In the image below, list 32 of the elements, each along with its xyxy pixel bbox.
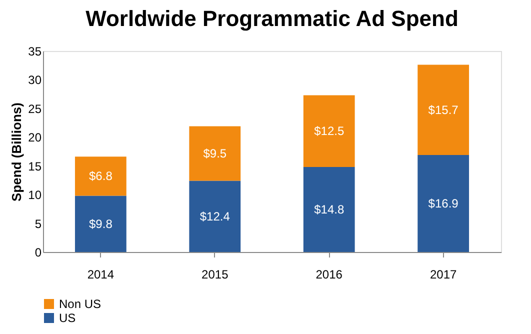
- bar: [418, 64, 470, 155]
- data-label: $9.8: [89, 216, 113, 231]
- data-label: $14.8: [314, 202, 344, 217]
- y-tick-label: 25: [28, 102, 42, 116]
- bar: [74, 196, 126, 252]
- data-label: $12.5: [314, 124, 344, 138]
- y-tick-label: 15: [28, 159, 42, 174]
- y-tick-label: 5: [34, 216, 42, 231]
- y-tick-label: 20: [28, 130, 42, 145]
- data-label: $12.4: [200, 209, 230, 224]
- y-axis-title: Spend (Billions): [9, 102, 24, 202]
- data-label: $9.5: [203, 146, 227, 161]
- y-tick-label: 30: [28, 73, 42, 88]
- legend-label: Non US: [59, 297, 102, 311]
- x-tick-label: 2017: [430, 268, 457, 282]
- bar: [303, 167, 355, 252]
- bar: [189, 180, 241, 252]
- y-tick-label: 0: [34, 246, 42, 260]
- data-label: $15.7: [428, 102, 459, 117]
- bar: [303, 95, 355, 168]
- bar: [74, 156, 126, 196]
- bar: [189, 126, 241, 181]
- y-tick-label: 35: [28, 44, 42, 58]
- x-tick-label: 2015: [202, 268, 229, 282]
- data-label: $6.8: [89, 169, 113, 184]
- data-label: $16.9: [428, 196, 459, 210]
- bar: [418, 154, 470, 252]
- x-tick-label: 2014: [87, 268, 114, 282]
- chart-title: Worldwide Programmatic Ad Spend: [86, 6, 458, 31]
- y-tick-label: 10: [28, 188, 42, 202]
- legend-label: US: [59, 311, 76, 325]
- x-tick-label: 2016: [316, 268, 343, 282]
